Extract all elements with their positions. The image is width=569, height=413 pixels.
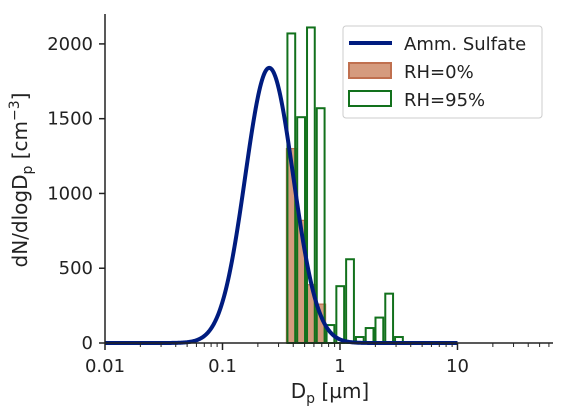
legend: Amm. Sulfate RH=0% RH=95% (342, 25, 543, 119)
y-tick-label: 0 (82, 333, 93, 354)
x-tick-label: 10 (446, 356, 469, 377)
x-tick-label: 1 (334, 356, 345, 377)
y-tick-label: 1000 (47, 183, 93, 204)
x-ticks: 0.01 0.1 1 10 (85, 343, 550, 377)
rh95-bar (345, 258, 355, 344)
x-tick-label: 0.01 (85, 356, 125, 377)
y-tick-label: 500 (59, 258, 93, 279)
legend-swatch-rh95 (348, 90, 392, 107)
rh95-bar (335, 285, 346, 345)
y-tick-label: 1500 (47, 109, 93, 130)
rh95-bar (384, 292, 395, 344)
y-tick-label: 2000 (47, 34, 93, 55)
legend-label-amm-sulfate: Amm. Sulfate (404, 34, 526, 55)
rh95-bar (364, 327, 375, 344)
x-axis-label: Dp [µm] (291, 379, 369, 407)
legend-label-rh0: RH=0% (404, 62, 474, 83)
rh95-bar (374, 316, 385, 344)
y-axis-label: dN/dlogDp [cm−3] (7, 93, 36, 268)
y-ticks: 0 500 1000 1500 2000 (47, 34, 105, 354)
legend-label-rh95: RH=95% (404, 90, 485, 111)
legend-swatch-rh0 (348, 62, 392, 79)
legend-frame (342, 25, 543, 119)
x-tick-label: 0.1 (208, 356, 237, 377)
